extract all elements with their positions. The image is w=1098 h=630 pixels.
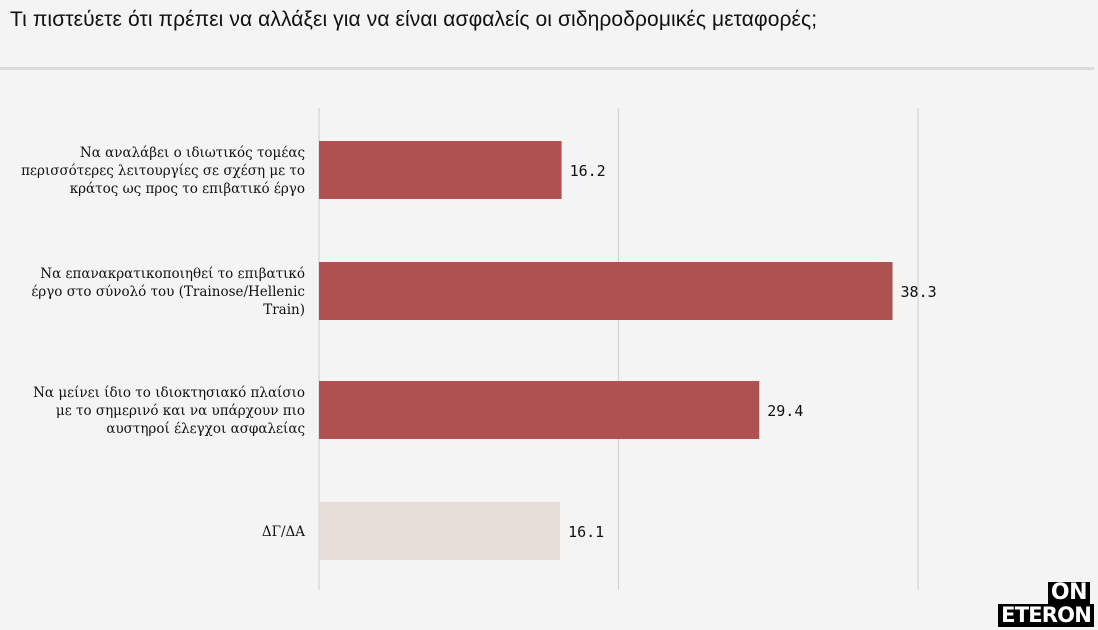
- value-label: 16.2: [570, 162, 606, 180]
- category-label-line: Να μείνει ίδιο το ιδιοκτησιακό πλαίσιο: [33, 385, 305, 401]
- category-label-line: Να επανακρατικοποιηθεί το επιβατικό: [40, 266, 305, 282]
- category-label-line: Να αναλάβει ο ιδιωτικός τομέας: [80, 145, 305, 161]
- category-label: Να αναλάβει ο ιδιωτικός τομέας περισσότερ…: [21, 145, 305, 197]
- eteron-logo: ON ETERON: [996, 582, 1094, 628]
- category-label-line: αυστηροί έλεγχοι ασφαλείας: [106, 421, 305, 437]
- value-label: 29.4: [767, 402, 803, 420]
- category-label: Να επανακρατικοποιηθεί το επιβατικό έργο …: [31, 266, 305, 318]
- value-label: 16.1: [568, 523, 604, 541]
- bar: [319, 381, 760, 439]
- category-label-line: κράτος ως προς το επιβατικό έργο: [70, 181, 305, 197]
- category-label-line: έργο στο σύνολό του (Trainose/Hellenic: [31, 284, 305, 300]
- logo-eteron-text: ETERON: [998, 604, 1094, 627]
- category-label: Να μείνει ίδιο το ιδιοκτησιακό πλαίσιο με…: [33, 385, 305, 437]
- bar: [319, 141, 562, 199]
- category-label-line: περισσότερες λειτουργίες σε σχέση με το: [21, 163, 305, 179]
- bar: [319, 262, 893, 320]
- chart-title: Τι πιστεύετε ότι πρέπει να αλλάξει για ν…: [10, 8, 818, 31]
- bar: [319, 502, 561, 560]
- logo-on-text: ON: [1047, 582, 1090, 604]
- value-label: 38.3: [901, 283, 937, 301]
- category-label-line: Train): [263, 302, 305, 318]
- title-divider: [0, 67, 1094, 70]
- category-label: ΔΓ/ΔΑ: [262, 524, 305, 540]
- category-label-line: ΔΓ/ΔΑ: [262, 524, 305, 540]
- category-label-line: με το σημερινό και να υπάρχουν πιο: [56, 403, 305, 419]
